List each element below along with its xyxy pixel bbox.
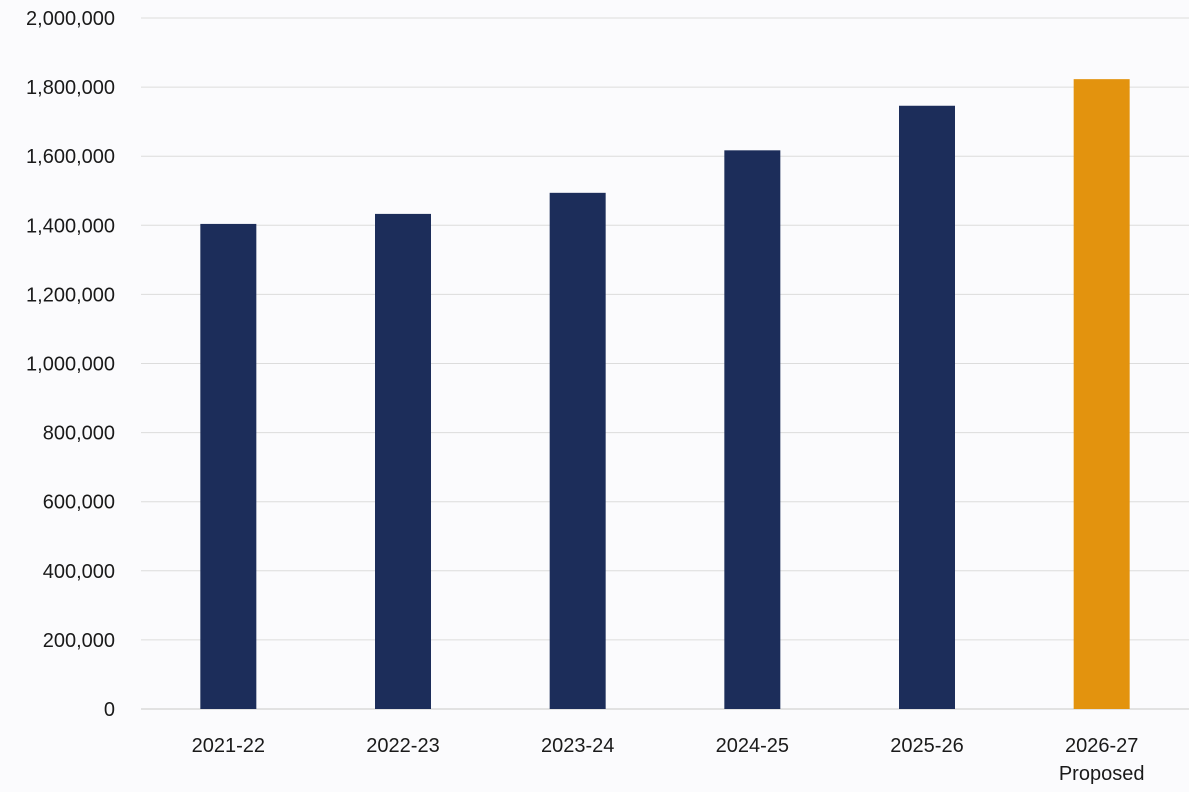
x-tick-label: 2026-27 [1065,735,1138,757]
bars [200,79,1130,709]
y-tick-label: 1,600,000 [26,146,115,168]
y-tick-label: 1,400,000 [26,215,115,237]
y-tick-label: 400,000 [43,561,115,583]
x-tick-label: 2024-25 [716,735,789,757]
y-tick-label: 200,000 [43,630,115,652]
x-tick-label: 2023-24 [541,735,614,757]
bar-2022-23 [375,213,431,709]
bar-2023-24 [549,192,606,709]
y-tick-label: 1,000,000 [26,354,115,376]
y-axis-tick-labels: 0 200,000 400,000 600,000 800,000 1,000,000 1,… [26,8,115,721]
y-tick-label: 1,800,000 [26,77,115,99]
bar-2021-22 [200,223,257,709]
y-tick-label: 2,000,000 [26,8,115,30]
x-tick-label: 2022-23 [366,735,439,757]
bar-2024-25 [724,150,781,709]
x-tick-sublabel: Proposed [1059,763,1145,785]
y-tick-label: 600,000 [43,492,115,514]
gridlines [141,17,1189,710]
y-tick-label: 0 [104,699,115,721]
x-tick-label: 2021-22 [192,735,265,757]
bar-2026-27 [1073,79,1130,709]
bar-2025-26 [899,105,955,709]
y-tick-label: 1,200,000 [26,284,115,306]
x-tick-label: 2025-26 [890,735,963,757]
x-axis-tick-labels: 2021-22 2022-23 2023-24 2024-25 2025-26 2026-… [192,735,1145,785]
y-tick-label: 800,000 [43,423,115,445]
